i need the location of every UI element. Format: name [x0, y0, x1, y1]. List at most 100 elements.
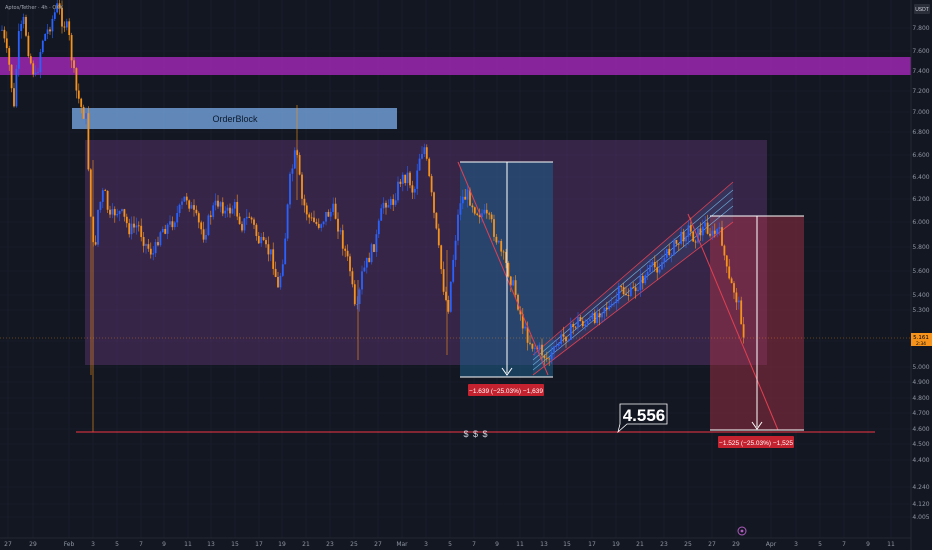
candle-body — [221, 202, 224, 214]
time-tick: 27 — [4, 541, 12, 548]
candle-body — [459, 203, 462, 215]
candle-body — [341, 230, 344, 249]
time-tick: 13 — [207, 541, 215, 548]
currency-badge[interactable] — [914, 4, 930, 14]
time-tick: 11 — [516, 541, 524, 548]
candle-body — [478, 214, 481, 218]
candle-body — [442, 269, 445, 292]
candle-body — [445, 291, 447, 301]
candle-body — [1, 29, 3, 31]
target-price-callout[interactable]: 4.556 — [617, 403, 668, 434]
candle-body — [716, 228, 719, 234]
candle-body — [161, 228, 164, 233]
candle-body — [447, 300, 450, 312]
candle-body — [483, 209, 486, 214]
trend-line-2[interactable] — [687, 213, 779, 431]
time-tick: 21 — [302, 541, 310, 548]
time-tick: 7 — [472, 541, 476, 548]
price-tick: 6.600 — [912, 152, 929, 159]
candle-body — [677, 243, 680, 245]
candle-body — [25, 16, 27, 36]
candle-body — [553, 346, 555, 353]
price-tick: 7.000 — [912, 109, 929, 116]
candles[interactable] — [1, 0, 745, 432]
candle-body — [596, 313, 599, 323]
range-zone[interactable] — [85, 140, 767, 365]
candle-body — [101, 190, 104, 202]
candle-body — [742, 324, 745, 338]
time-tick: 9 — [162, 541, 166, 548]
svg-text:4.556: 4.556 — [623, 406, 666, 425]
candle-body — [656, 267, 659, 273]
replay-icon[interactable] — [737, 526, 747, 536]
candle-body — [329, 211, 332, 217]
resistance-zone[interactable] — [0, 57, 911, 75]
candle-body — [577, 317, 579, 328]
price-tick: 4.600 — [912, 426, 929, 433]
price-tick: 6.400 — [912, 174, 929, 181]
candle-body — [589, 319, 591, 322]
price-tick: 7.200 — [912, 88, 929, 95]
candle-body — [277, 276, 279, 288]
candle-body — [188, 200, 191, 209]
candle-body — [27, 35, 30, 57]
candle-body — [601, 313, 603, 318]
time-tick: 23 — [326, 541, 334, 548]
candle-body — [245, 216, 248, 219]
candle-body — [214, 200, 217, 206]
candle-body — [113, 209, 116, 216]
time-tick: 3 — [424, 541, 428, 548]
candle-body — [637, 289, 639, 292]
price-axis-ticks: 7.800 7.600 7.400 7.200 7.000 6.800 6.600 6.400… — [912, 25, 929, 521]
orderblock-zone[interactable] — [72, 108, 397, 129]
candle-body — [44, 33, 47, 41]
candle-body — [454, 240, 457, 260]
candle-body — [605, 307, 608, 310]
candle-body — [310, 217, 313, 219]
candle-body — [61, 7, 63, 27]
time-tick: 19 — [278, 541, 286, 548]
candle-body — [80, 98, 83, 107]
candle-body — [320, 224, 323, 228]
candle-body — [173, 222, 176, 228]
candle-body — [524, 326, 527, 329]
price-axis[interactable] — [911, 0, 932, 550]
time-tick: Feb — [64, 541, 75, 548]
candle-body — [346, 250, 349, 257]
candle-body — [457, 214, 459, 241]
candle-body — [77, 90, 80, 99]
candle-body — [178, 204, 181, 214]
candle-body — [397, 181, 399, 201]
price-tick: 4.500 — [912, 441, 929, 448]
candle-body — [349, 256, 351, 272]
candle-body — [236, 201, 239, 217]
candle-body — [730, 278, 733, 284]
time-tick: 13 — [540, 541, 548, 548]
candle-body — [197, 213, 200, 223]
candle-body — [560, 334, 563, 345]
candle-body — [291, 168, 294, 174]
candle-body — [193, 205, 195, 210]
measure-label-1 — [468, 384, 544, 396]
candle-body — [572, 324, 575, 327]
candle-body — [567, 339, 570, 342]
time-axis-ticks: 27 29 Feb 3 5 7 9 11 13 15 17 19 21 23 25 27 Mar 3 5 7 9 11 13… — [4, 541, 895, 548]
time-tick: 21 — [636, 541, 644, 548]
candle-body — [531, 343, 534, 349]
candle-body — [253, 219, 255, 225]
candle-body — [255, 224, 258, 236]
candle-body — [281, 264, 284, 276]
candle-body — [509, 276, 512, 286]
price-tick: 5.400 — [912, 292, 929, 299]
candle-body — [353, 284, 356, 305]
candle-body — [68, 21, 71, 36]
candle-body — [147, 244, 150, 249]
candle-body — [231, 208, 234, 214]
measure-arrowhead-1 — [501, 367, 513, 376]
candle-body — [517, 294, 519, 310]
candle-body — [32, 63, 35, 75]
trend-line-1[interactable] — [457, 161, 549, 376]
candle-body — [260, 237, 263, 244]
candle-body — [313, 217, 315, 222]
